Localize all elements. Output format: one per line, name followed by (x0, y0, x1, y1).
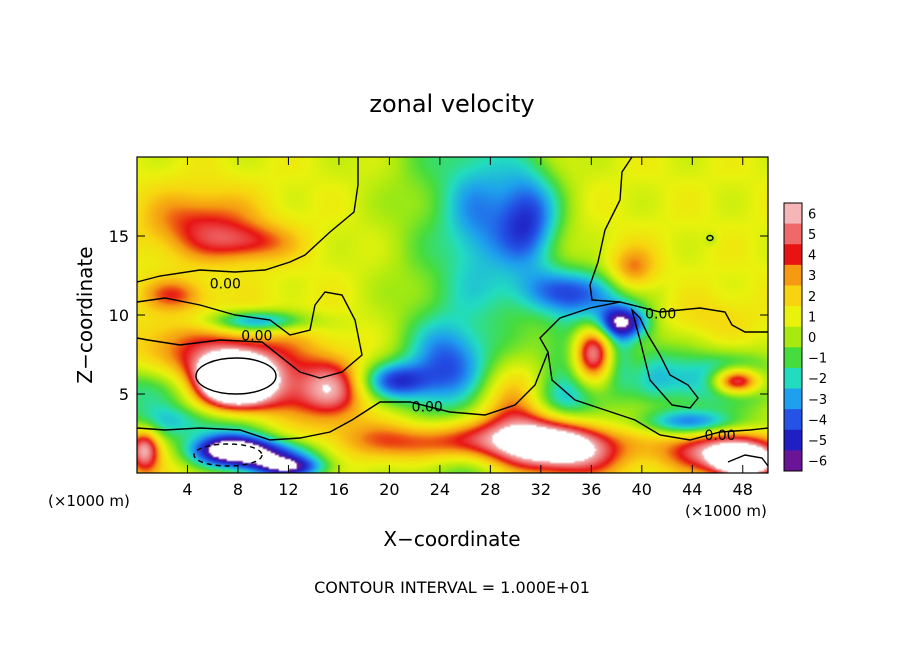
colorbar-tick-label: 6 (808, 207, 816, 222)
x-axis-label: X−coordinate (383, 527, 520, 551)
colorbar-swatch (784, 244, 802, 266)
x-tick-label: 36 (581, 480, 601, 499)
colorbar-swatch (784, 367, 802, 389)
colorbar-tick-label: −4 (808, 413, 827, 428)
velocity-field (137, 157, 768, 473)
contour-line (727, 454, 769, 467)
x-tick-label: 32 (531, 480, 551, 499)
contour-label: 0.00 (645, 306, 676, 322)
colorbar-swatch (784, 264, 802, 286)
contour-line (136, 157, 359, 283)
colorbar-tick-label: 3 (808, 269, 816, 284)
x-unit-left: (×1000 m) (48, 492, 130, 510)
x-tick-label: 4 (182, 480, 192, 499)
colorbar-swatch (784, 429, 802, 451)
contour-line (630, 307, 699, 409)
x-tick-label: 28 (480, 480, 500, 499)
contour-line (547, 351, 769, 441)
colorbar-swatch (784, 409, 802, 431)
colorbar-tick-label: 4 (808, 249, 816, 264)
colorbar: 6 5 4 3 2 1 0 −1 −2 −3 −4 −5 −6 (783, 202, 827, 472)
x-tick-label: 20 (379, 480, 399, 499)
x-unit-right: (×1000 m) (685, 502, 767, 520)
colorbar-swatch (784, 285, 802, 307)
contour-line (589, 156, 633, 303)
colorbar-tick-label: −5 (808, 434, 827, 449)
contour-line (136, 301, 768, 441)
x-tick-label: 24 (430, 480, 450, 499)
colorbar-frame (783, 202, 803, 472)
y-tick-label: 5 (119, 385, 129, 404)
x-tick-label: 16 (329, 480, 349, 499)
x-axis-ticks: 4 8 12 16 20 24 28 32 36 40 44 48 (182, 157, 753, 499)
colorbar-swatch (784, 223, 802, 245)
colorbar-tick-label: −6 (808, 455, 827, 470)
colorbar-swatch (784, 450, 802, 472)
contour-labels: 0.00 0.00 0.00 0.00 0.00 (210, 276, 736, 444)
chart-title: zonal velocity (369, 90, 534, 118)
plot-area: 0.000.000.000.000.00 4 8 12 16 20 24 28 32 36 40 4… (109, 156, 769, 499)
colorbar-tick-label: −3 (808, 393, 827, 408)
x-tick-label: 12 (278, 480, 298, 499)
contour-label: 0.00 (241, 329, 272, 345)
contour-line (136, 291, 363, 379)
contour-line (706, 234, 714, 242)
contour-label: 0.00 (704, 428, 735, 444)
x-tick-label: 8 (233, 480, 243, 499)
colorbar-tick-label: 5 (808, 228, 816, 243)
colorbar-tick-label: −2 (808, 372, 827, 387)
x-tick-label: 40 (632, 480, 652, 499)
x-tick-label: 48 (733, 480, 753, 499)
zero-contours (136, 156, 769, 467)
colorbar-swatch (784, 306, 802, 328)
colorbar-swatch (784, 388, 802, 410)
contour-label: 0.00 (412, 400, 443, 416)
contour-line (193, 443, 263, 467)
colorbar-swatch (784, 326, 802, 348)
y-axis-label: Z−coordinate (73, 246, 97, 383)
contour-line (195, 357, 277, 395)
y-axis-ticks: 5 10 15 (109, 227, 768, 404)
colorbar-tick-label: −1 (808, 352, 827, 367)
colorbar-swatch (784, 203, 802, 225)
x-tick-label: 44 (682, 480, 702, 499)
contour-interval-note: CONTOUR INTERVAL = 1.000E+01 (314, 578, 590, 597)
contour-label: 0.00 (210, 276, 241, 292)
colorbar-tick-label: 0 (808, 331, 816, 346)
colorbar-tick-label: 2 (808, 290, 816, 305)
colorbar-tick-label: 1 (808, 310, 816, 325)
y-tick-label: 10 (109, 306, 129, 325)
y-tick-label: 15 (109, 227, 129, 246)
colorbar-swatch (784, 347, 802, 369)
